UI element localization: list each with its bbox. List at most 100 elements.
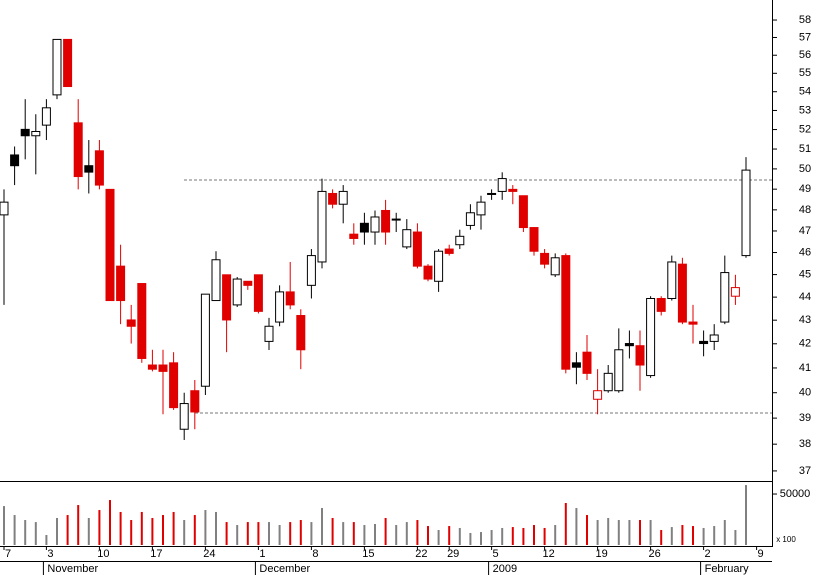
y-tick-label: 38 <box>799 438 811 450</box>
volume-bar <box>554 525 557 545</box>
candle-body <box>190 390 200 413</box>
volume-bar <box>692 526 694 545</box>
candle-body <box>63 38 73 88</box>
volume-bar <box>310 522 313 545</box>
candle-body <box>275 291 285 323</box>
candle-body <box>593 390 603 400</box>
volume-tick-label: 50000 <box>780 488 811 500</box>
candle-body <box>561 255 571 370</box>
candle-body <box>635 345 645 366</box>
volume-bar <box>469 532 472 545</box>
x-tick-label: 15 <box>362 548 374 560</box>
candle-body <box>582 351 592 374</box>
candle-body <box>529 227 539 252</box>
candle-body <box>381 209 391 233</box>
volume-bar <box>45 535 48 545</box>
volume-bar <box>257 522 260 545</box>
month-label: 2009 <box>493 563 517 575</box>
volume-bar <box>56 517 58 545</box>
candle-body <box>465 212 475 226</box>
volume-bar <box>140 511 143 545</box>
candle-body <box>370 216 380 233</box>
y-tick-label: 57 <box>799 31 811 43</box>
candle-body <box>84 165 94 173</box>
y-tick-label: 56 <box>799 49 811 61</box>
candle-body <box>434 250 444 282</box>
y-tick-label: 45 <box>799 268 811 280</box>
candle-body <box>550 257 560 276</box>
candle-body <box>487 192 497 195</box>
x-tick-label: 2 <box>705 548 711 560</box>
volume-bar <box>596 520 599 545</box>
volume-bar <box>151 517 154 545</box>
candle-body <box>497 178 507 192</box>
candle-body <box>105 188 115 302</box>
x-tick-label: 10 <box>97 548 109 560</box>
volume-bar <box>130 520 133 545</box>
x-tick-label: 5 <box>493 548 499 560</box>
volume-bar <box>66 515 69 545</box>
volume-bar <box>299 520 302 545</box>
y-tick-label: 44 <box>799 291 811 303</box>
volume-bar <box>564 503 567 545</box>
candle-body <box>94 150 104 186</box>
volume-bar <box>321 507 323 545</box>
candle-body <box>52 38 62 96</box>
volume-bar <box>24 520 27 545</box>
candle-body <box>296 315 306 351</box>
month-label: December <box>259 563 310 575</box>
volume-bar <box>734 530 737 545</box>
volume-bar <box>278 525 281 545</box>
volume-bar <box>713 526 716 545</box>
candle-body <box>10 154 20 167</box>
candle-body <box>677 263 687 323</box>
volume-bar <box>98 510 101 545</box>
candle-body <box>423 265 433 280</box>
y-tick-label: 40 <box>799 387 811 399</box>
x-tick-label: 7 <box>5 548 11 560</box>
volume-bar <box>628 520 631 545</box>
volume-bar <box>543 527 546 545</box>
volume-bar <box>204 510 207 545</box>
x-tick-label: 22 <box>415 548 427 560</box>
candle-body <box>391 218 401 221</box>
volume-bar <box>405 522 408 545</box>
y-tick-label: 43 <box>799 314 811 326</box>
volume-bar <box>395 525 398 545</box>
volume-bar <box>670 527 673 545</box>
volume-bar <box>193 515 196 545</box>
y-tick-label: 46 <box>799 246 811 258</box>
candle-body <box>200 293 210 387</box>
x-tick-label: 29 <box>447 548 459 560</box>
candle-body <box>169 362 179 409</box>
volume-bar <box>236 525 239 545</box>
candle-body <box>137 283 147 359</box>
candle-body <box>518 195 528 229</box>
candle-body <box>699 340 709 345</box>
candle-body <box>412 231 422 267</box>
volume-bar <box>215 511 217 545</box>
candle-body <box>264 325 274 342</box>
candle-body <box>667 261 677 299</box>
x-tick-label: 19 <box>595 548 607 560</box>
volume-bar <box>586 515 588 545</box>
candle-body <box>41 107 51 126</box>
candle-body <box>476 201 486 216</box>
candle-body <box>624 343 634 347</box>
y-tick-label: 39 <box>799 412 811 424</box>
x-tick-label: 17 <box>150 548 162 560</box>
volume-bar <box>639 520 641 545</box>
y-tick-label: 54 <box>799 86 811 98</box>
candle-body <box>444 248 454 254</box>
candle-body <box>656 297 666 312</box>
volume-bar <box>225 522 228 545</box>
volume-bar <box>458 527 461 545</box>
x-tick-label: 26 <box>648 548 660 560</box>
volume-bar <box>246 522 249 545</box>
y-tick-label: 37 <box>799 465 811 477</box>
candle-body <box>720 272 730 323</box>
candle-body <box>179 403 189 430</box>
candle-body <box>730 287 740 297</box>
y-tick-label: 55 <box>799 67 811 79</box>
